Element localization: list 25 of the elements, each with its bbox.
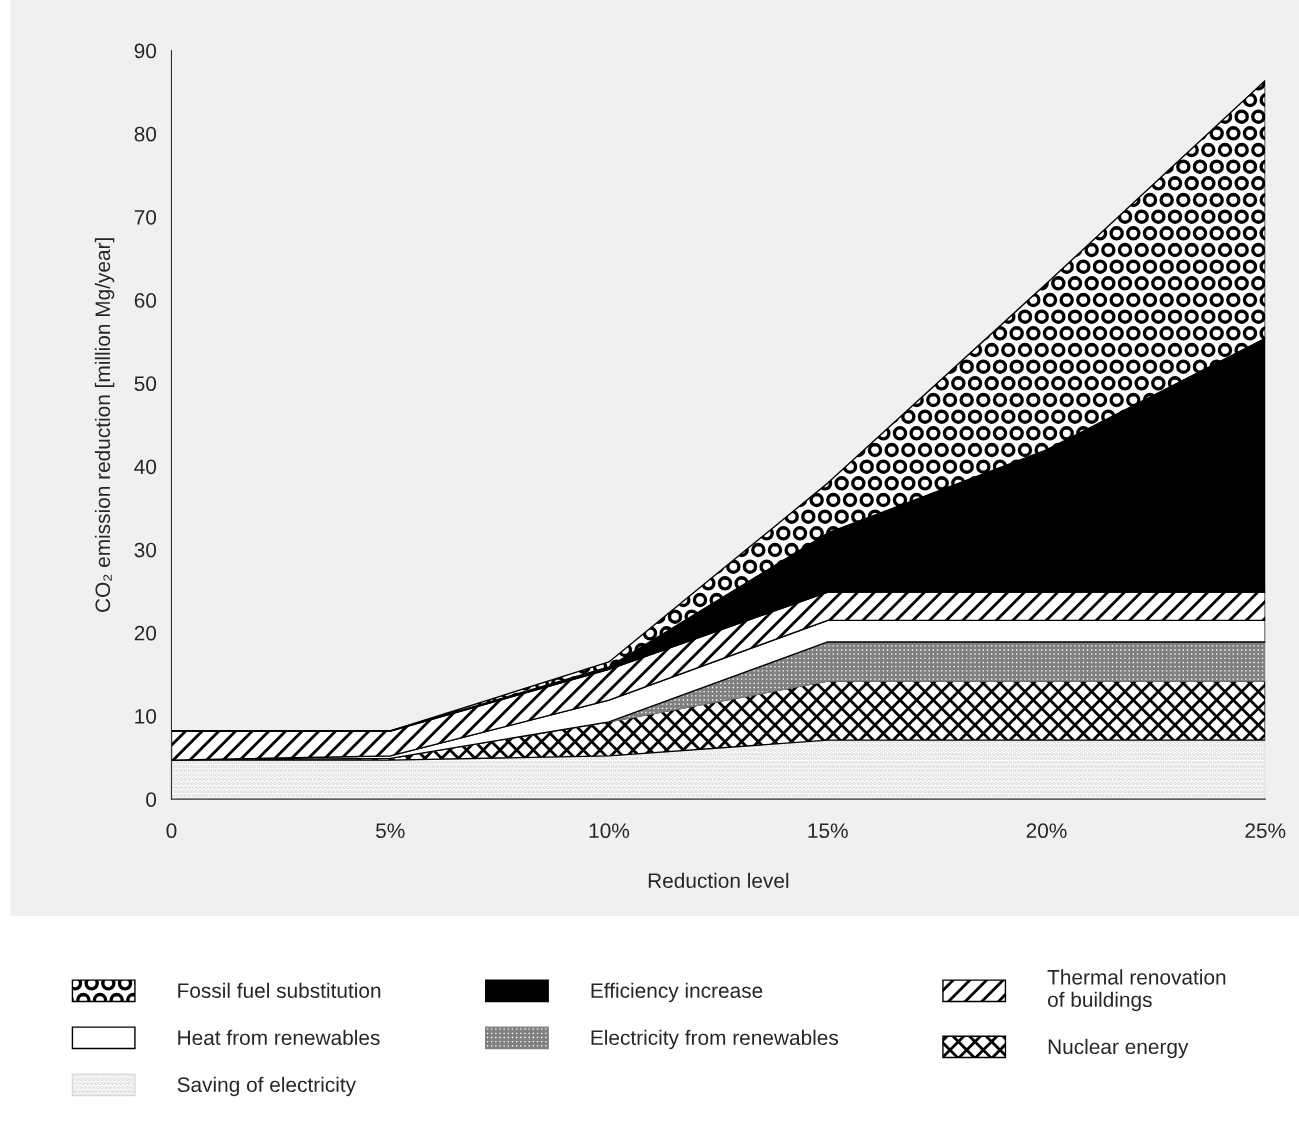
y-tick-label: 80 (134, 126, 157, 142)
legend-label: Fossil fuel substitution (178, 982, 381, 999)
legend-label: Nuclear energy (1048, 1038, 1189, 1059)
y-tick-label: 20 (134, 625, 157, 641)
x-tick-label: 10% (589, 823, 630, 839)
x-tick-label: 15% (808, 823, 848, 839)
y-tick-label: 0 (146, 792, 157, 807)
y-tick-label: 30 (134, 542, 157, 558)
legend-label: Efficiency increase (591, 982, 763, 1003)
legend-label: Electricity from renewables (591, 1029, 839, 1050)
y-tick-label: 60 (134, 293, 157, 308)
x-axis-title: Reduction level (648, 872, 789, 889)
x-tick-label: 25% (1245, 823, 1286, 839)
legend-label: Thermal renovation of buildings (1047, 969, 1226, 1012)
y-tick-label: 90 (134, 43, 157, 59)
y-tick-label: 50 (134, 376, 157, 392)
y-tick-label: 10 (135, 708, 157, 724)
x-tick-label: 5% (376, 823, 405, 839)
x-tick-label: 20% (1026, 823, 1067, 839)
y-tick-label: 40 (134, 459, 157, 475)
x-tick-label: 0 (166, 823, 177, 839)
y-axis-title: CO₂ emission reduction [million Mg/year] (94, 238, 115, 612)
legend-label: Heat from renewables (178, 1029, 380, 1046)
y-tick-label: 70 (134, 209, 157, 225)
legend-label: Saving of electricity (177, 1076, 357, 1097)
